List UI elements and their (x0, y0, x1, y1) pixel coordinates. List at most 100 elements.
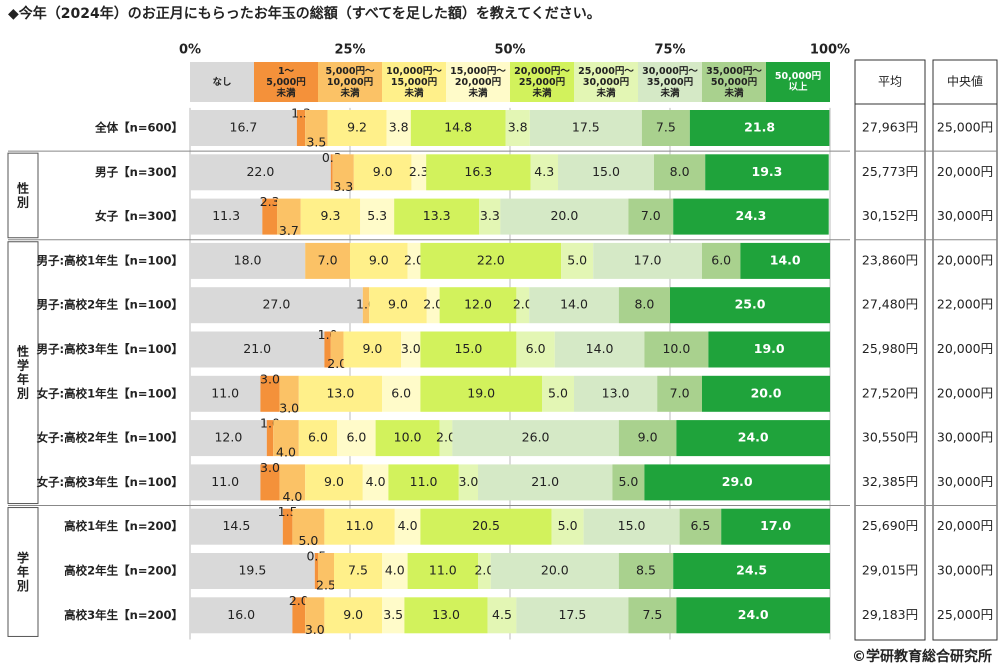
data-label: 11.0 (346, 518, 374, 533)
bar-segment (702, 242, 741, 279)
table-cell: 30,000円 (937, 208, 993, 223)
data-label: 5.0 (298, 533, 318, 548)
data-label: 16.3 (464, 164, 492, 179)
bar-segment (530, 154, 558, 191)
bar-segment (516, 331, 555, 368)
data-label: 3.0 (401, 341, 421, 356)
legend-item: 35,000円～ 50,000円 未満 (702, 62, 766, 102)
data-label: 2.0 (404, 252, 424, 267)
data-label: 29.0 (722, 474, 753, 489)
data-label: 8.0 (634, 297, 654, 312)
table-cell: 29,015円 (862, 563, 918, 578)
y-tick-label: 高校1年生【n=200】 (64, 519, 183, 533)
data-label: 7.5 (348, 563, 368, 578)
bar-segment (657, 375, 702, 412)
bar-segment (375, 420, 440, 457)
y-tick-label: 男子【n=300】 (95, 165, 183, 179)
data-label: 22.0 (246, 164, 274, 179)
table-cell: 30,550円 (862, 430, 918, 445)
bar-segment (516, 287, 530, 324)
data-label: 3.5 (383, 607, 403, 622)
data-label: 11.0 (429, 563, 457, 578)
x-tick-label: 100% (810, 43, 850, 58)
bar-segment (279, 464, 306, 501)
y-tick-label: 男子:高校1年生【n=100】 (37, 253, 183, 267)
data-label: 17.5 (572, 120, 600, 135)
data-label: 21.0 (531, 474, 559, 489)
bar-segment (190, 287, 363, 324)
data-label: 9.2 (347, 120, 367, 135)
data-label: 11.0 (211, 474, 239, 489)
data-label: 2.0 (289, 593, 309, 608)
bar-segment (388, 464, 459, 501)
bar-segment (324, 508, 395, 545)
bar-segment (350, 242, 408, 279)
bar-segment (410, 110, 506, 146)
legend-item: 50,000円 以上 (766, 62, 830, 102)
data-label: 7.5 (642, 607, 662, 622)
group-box (7, 241, 39, 505)
bar-segment (190, 508, 283, 545)
bar-segment (618, 420, 677, 457)
data-label: 21.8 (744, 120, 775, 135)
bar-segment (305, 110, 328, 146)
bar-segment (420, 331, 517, 368)
bar-segment (478, 553, 491, 589)
bar-segment (554, 331, 645, 368)
bar-segment (382, 597, 405, 634)
table-cell: 20,000円 (937, 385, 993, 400)
legend-item: 30,000円～ 35,000円 未満 (638, 62, 702, 102)
data-label: 14.0 (586, 341, 614, 356)
data-label: 9.0 (324, 474, 344, 489)
group-label: 性別 (16, 180, 29, 209)
y-tick-label: 女子:高校3年生【n=100】 (37, 475, 183, 489)
bar-segment (190, 110, 297, 146)
legend-item: 20,000円～ 25,000円 未満 (510, 62, 574, 102)
table-cell: 22,000円 (937, 297, 993, 312)
data-label: 7.0 (318, 252, 338, 267)
data-label: 15.0 (592, 164, 620, 179)
bar-segment (386, 110, 411, 146)
bar-segment (401, 331, 421, 368)
bar-segment (292, 508, 325, 545)
data-label: 4.0 (282, 489, 302, 504)
data-label: 2.0 (327, 356, 347, 371)
bar-segment (190, 553, 315, 589)
bar-segment (318, 553, 334, 589)
bar-segment (260, 464, 280, 501)
data-label: 24.0 (738, 607, 769, 622)
table-cell: 25,000円 (937, 120, 993, 135)
bar-segment (282, 508, 293, 545)
table-cell: 30,000円 (937, 430, 993, 445)
data-label: 11.0 (410, 474, 438, 489)
group-label: 学年別 (16, 550, 29, 593)
data-label: 4.0 (276, 445, 296, 460)
bar-segment (324, 331, 331, 368)
bar-segment (500, 198, 629, 235)
data-label: 6.0 (711, 252, 731, 267)
bar-segment (404, 597, 488, 634)
bar-segment (305, 464, 363, 501)
data-label: 13.0 (326, 385, 354, 400)
data-label: 15.0 (618, 518, 646, 533)
data-label: 10.0 (662, 341, 690, 356)
data-label: 25.0 (735, 297, 766, 312)
bar-segment (362, 464, 389, 501)
legend-item: 1～ 5,000円 未満 (254, 62, 318, 102)
data-label: 12.0 (214, 430, 242, 445)
data-label: 14.5 (222, 518, 250, 533)
x-tick-label: 0% (179, 43, 201, 58)
table-cell: 20,000円 (937, 252, 993, 267)
data-label: 11.0 (211, 385, 239, 400)
bar-segment (670, 287, 830, 324)
bar-segment (362, 287, 370, 324)
data-label: 13.0 (602, 385, 630, 400)
table-cell: 25,773円 (862, 164, 918, 179)
bar-segment (644, 464, 830, 501)
data-label: 19.0 (467, 385, 495, 400)
source: ©学研教育総合研究所 (852, 648, 992, 665)
bar-segment (702, 375, 830, 412)
bar-segment (558, 154, 654, 191)
table-cell: 25,980円 (862, 341, 918, 356)
bar-segment (439, 287, 517, 324)
